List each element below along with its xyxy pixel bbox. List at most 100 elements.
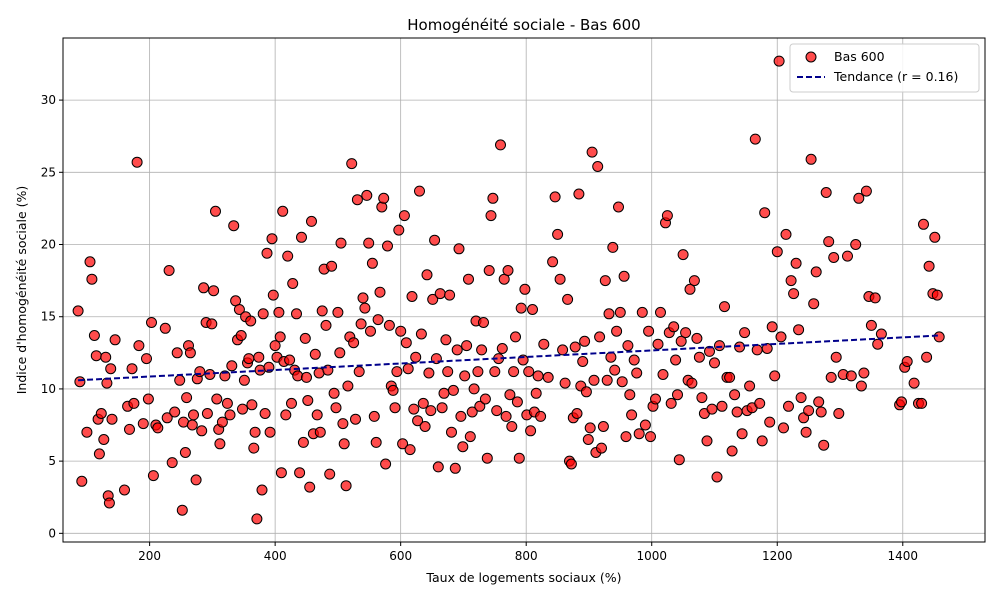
data-point: [813, 396, 825, 408]
data-point: [228, 220, 240, 232]
data-point: [580, 386, 592, 398]
data-point: [515, 302, 527, 314]
y-tick-label: 5: [48, 454, 56, 468]
data-point: [169, 406, 181, 418]
data-point: [620, 431, 632, 443]
grid: [63, 38, 985, 542]
data-point: [530, 387, 542, 399]
data-point: [805, 153, 817, 165]
data-point: [286, 397, 297, 409]
data-point: [506, 421, 518, 432]
data-point: [771, 246, 783, 258]
legend-box: [789, 43, 980, 93]
data-point: [491, 405, 503, 417]
plot-frame: [62, 37, 986, 543]
data-point: [502, 265, 514, 276]
data-point: [668, 321, 680, 333]
data-point: [395, 325, 407, 337]
data-point: [368, 410, 380, 422]
data-point: [618, 270, 630, 282]
data-point: [795, 392, 807, 404]
data-point: [579, 335, 591, 347]
data-point: [398, 210, 410, 222]
data-point: [320, 319, 332, 331]
data-point: [201, 408, 213, 419]
data-point: [631, 367, 643, 379]
data-point: [597, 421, 609, 432]
data-point: [487, 192, 499, 204]
data-point: [269, 340, 281, 352]
data-point: [297, 436, 309, 448]
data-point: [481, 452, 493, 464]
data-point: [181, 392, 193, 404]
data-point: [645, 431, 656, 443]
y-axis-label: Indice d'homogénéité sociale (%): [14, 186, 29, 395]
data-point: [76, 475, 88, 487]
data-point: [532, 370, 544, 382]
data-point: [828, 252, 840, 263]
data-point: [510, 331, 521, 343]
data-point: [921, 351, 933, 363]
data-point: [596, 442, 607, 454]
data-point: [464, 431, 476, 443]
data-point: [820, 187, 832, 198]
data-point: [586, 146, 598, 158]
data-point: [415, 328, 427, 340]
data-point: [280, 409, 292, 421]
data-point: [161, 412, 173, 424]
data-point: [756, 435, 768, 447]
data-point: [451, 344, 463, 356]
data-point: [461, 340, 473, 352]
data-point: [858, 367, 870, 379]
legend-marker-points: [805, 51, 817, 63]
data-point: [686, 377, 698, 389]
data-point: [872, 338, 884, 350]
data-point: [701, 435, 713, 447]
data-point: [326, 260, 338, 272]
data-point: [291, 308, 302, 320]
data-point: [249, 426, 261, 438]
data-point: [714, 340, 725, 352]
x-tick-label: 200: [138, 549, 161, 563]
data-point: [105, 363, 117, 375]
data-point: [251, 513, 263, 525]
data-point: [355, 318, 367, 330]
data-point: [790, 257, 802, 269]
data-point: [93, 448, 105, 460]
data-point: [592, 161, 604, 172]
legend: Bas 600 Tendance (r = 0.16): [789, 43, 980, 93]
data-point: [266, 233, 278, 245]
data-point: [363, 237, 375, 249]
data-point: [483, 265, 495, 276]
chart-title: Homogénéité sociale - Bas 600: [407, 16, 640, 34]
data-point: [382, 240, 393, 252]
data-point: [275, 467, 287, 479]
data-point: [588, 374, 600, 386]
data-point: [389, 402, 401, 414]
data-point: [338, 438, 350, 450]
data-point: [788, 288, 800, 300]
data-point: [731, 406, 743, 418]
data-point: [773, 55, 785, 67]
data-point: [342, 380, 354, 392]
data-point: [383, 319, 395, 331]
data-point: [221, 397, 233, 409]
data-point: [348, 337, 360, 349]
data-point: [273, 306, 285, 318]
data-point: [527, 304, 538, 315]
data-point: [264, 426, 276, 438]
data-point: [785, 275, 797, 287]
data-point: [257, 308, 269, 320]
data-point: [267, 289, 279, 301]
legend-label-points: Bas 600: [834, 49, 885, 64]
data-point: [309, 348, 321, 360]
data-point: [933, 331, 945, 343]
data-point: [446, 426, 457, 438]
data-point: [562, 293, 574, 305]
data-point: [106, 413, 118, 425]
data-point: [800, 426, 812, 438]
data-point: [661, 210, 673, 222]
data-point: [216, 416, 228, 428]
data-point: [508, 366, 520, 378]
